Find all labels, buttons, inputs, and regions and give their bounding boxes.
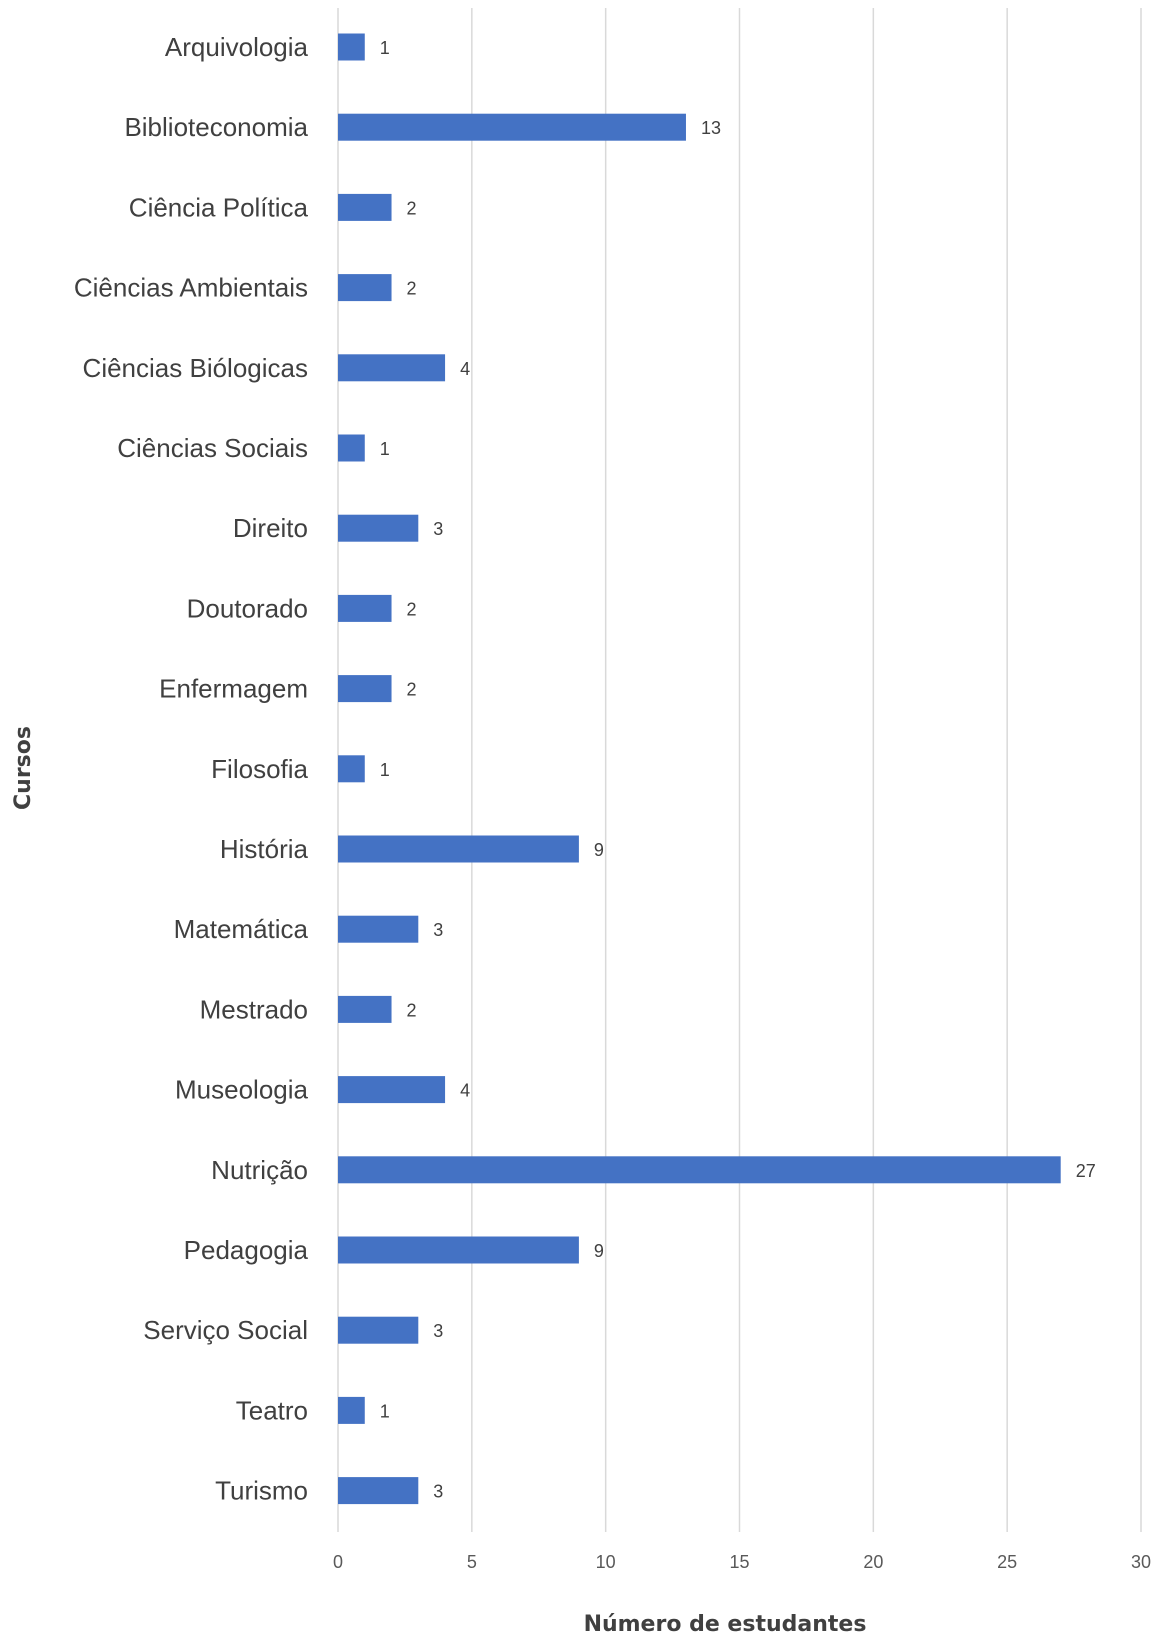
category-label: Ciências Sociais bbox=[117, 433, 308, 463]
data-label: 2 bbox=[407, 198, 417, 218]
bar bbox=[338, 434, 365, 462]
bar bbox=[338, 675, 392, 703]
category-label: Serviço Social bbox=[143, 1315, 308, 1345]
x-tick-label: 25 bbox=[997, 1552, 1017, 1572]
data-label: 1 bbox=[380, 760, 390, 780]
x-tick-label: 15 bbox=[729, 1552, 749, 1572]
data-label: 3 bbox=[433, 1482, 443, 1502]
category-label: Ciências Ambientais bbox=[74, 273, 308, 303]
category-label: Museologia bbox=[175, 1075, 309, 1105]
category-label: Enfermagem bbox=[159, 674, 308, 704]
category-label: Biblioteconomia bbox=[124, 112, 308, 142]
bar bbox=[338, 915, 419, 943]
label-layer: 0 5 10 15 20 25 30 Arquivologia 1 Biblioteconomia… bbox=[74, 32, 1151, 1572]
data-label: 27 bbox=[1076, 1161, 1096, 1181]
category-label: Arquivologia bbox=[165, 32, 309, 62]
bar bbox=[338, 995, 392, 1023]
category-label: Ciência Política bbox=[129, 192, 309, 222]
bar bbox=[338, 33, 365, 61]
category-label: Doutorado bbox=[187, 593, 308, 623]
data-label: 1 bbox=[380, 38, 390, 58]
x-tick-label: 0 bbox=[333, 1552, 343, 1572]
category-label: Teatro bbox=[236, 1395, 308, 1425]
bar bbox=[338, 113, 686, 141]
category-label: História bbox=[220, 834, 309, 864]
data-label: 9 bbox=[594, 1241, 604, 1261]
y-axis-title: Cursos bbox=[11, 726, 36, 810]
data-label: 3 bbox=[433, 920, 443, 940]
bar bbox=[338, 1396, 365, 1424]
data-label: 1 bbox=[380, 1401, 390, 1421]
bar bbox=[338, 193, 392, 221]
data-label: 9 bbox=[594, 840, 604, 860]
bar bbox=[338, 274, 392, 302]
data-label: 4 bbox=[460, 1081, 470, 1101]
x-axis-title: Número de estudantes bbox=[584, 1612, 867, 1637]
bar-layer bbox=[338, 33, 1061, 1505]
x-tick-label: 20 bbox=[863, 1552, 883, 1572]
x-tick-label: 30 bbox=[1131, 1552, 1151, 1572]
category-label: Turismo bbox=[215, 1476, 308, 1506]
category-label: Pedagogia bbox=[184, 1235, 309, 1265]
bar bbox=[338, 354, 446, 382]
bar bbox=[338, 1236, 579, 1264]
bar bbox=[338, 1076, 446, 1104]
category-label: Nutrição bbox=[211, 1155, 308, 1185]
bar bbox=[338, 755, 365, 783]
data-label: 2 bbox=[407, 599, 417, 619]
category-label: Direito bbox=[233, 513, 308, 543]
bar bbox=[338, 835, 579, 863]
category-label: Matemática bbox=[174, 914, 309, 944]
data-label: 2 bbox=[407, 279, 417, 299]
data-label: 4 bbox=[460, 359, 470, 379]
data-label: 3 bbox=[433, 519, 443, 539]
data-label: 2 bbox=[407, 1000, 417, 1020]
x-tick-label: 10 bbox=[596, 1552, 616, 1572]
bar bbox=[338, 1316, 419, 1344]
grid-layer bbox=[337, 8, 1142, 1532]
data-label: 1 bbox=[380, 439, 390, 459]
bar bbox=[338, 594, 392, 622]
x-tick-label: 5 bbox=[467, 1552, 477, 1572]
category-label: Filosofia bbox=[211, 754, 308, 784]
bar bbox=[338, 514, 419, 542]
data-label: 13 bbox=[701, 118, 721, 138]
category-label: Mestrado bbox=[200, 994, 308, 1024]
data-label: 2 bbox=[407, 680, 417, 700]
bar bbox=[338, 1156, 1061, 1184]
bar bbox=[338, 1477, 419, 1505]
category-label: Ciências Biólogicas bbox=[83, 353, 308, 383]
data-label: 3 bbox=[433, 1321, 443, 1341]
